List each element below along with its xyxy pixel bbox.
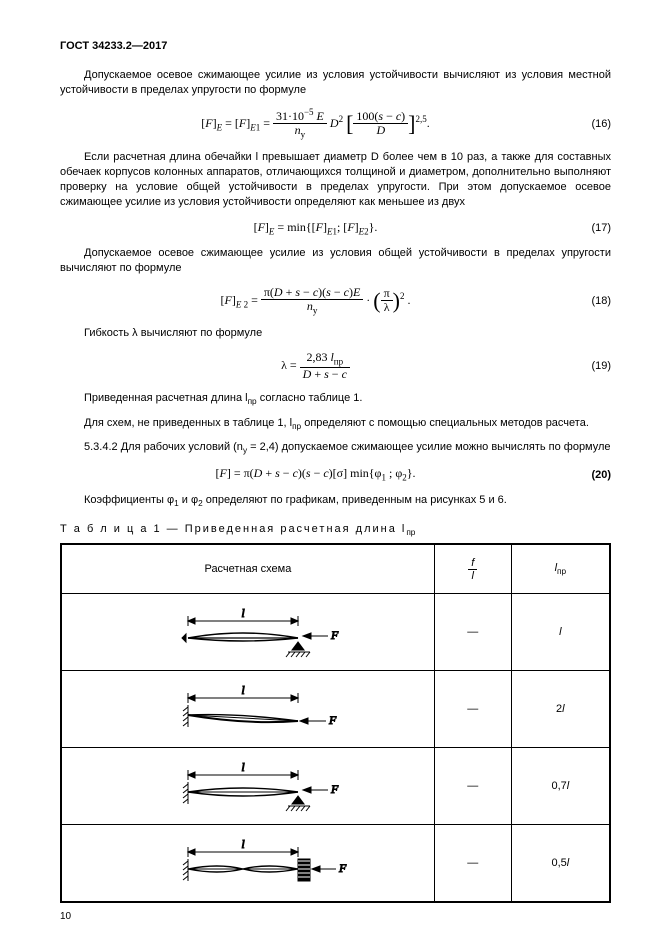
schema-3: l F bbox=[61, 748, 434, 825]
formula-19-num: (19) bbox=[571, 360, 611, 372]
para-4: Гибкость λ вычисляют по формуле bbox=[60, 326, 611, 341]
para-1: Допускаемое осевое сжимающее усилие из у… bbox=[60, 68, 611, 98]
r1c3: l bbox=[511, 594, 610, 671]
schema-2: l F bbox=[61, 671, 434, 748]
formula-20: [F] = π(D + s − c)(s − c)[σ] min{φ1 ; φ2… bbox=[60, 466, 611, 482]
r3c3: 0,7l bbox=[511, 748, 610, 825]
table-1: Расчетная схема fl lпр l bbox=[60, 543, 611, 903]
svg-text:F: F bbox=[338, 861, 347, 875]
formula-19: λ = 2,83 lпрD + s − c (19) bbox=[60, 351, 611, 381]
r4c2: — bbox=[434, 825, 511, 903]
svg-text:F: F bbox=[330, 782, 339, 796]
svg-text:l: l bbox=[241, 760, 245, 774]
formula-18-num: (18) bbox=[571, 295, 611, 307]
svg-text:F: F bbox=[330, 628, 339, 642]
formula-17-num: (17) bbox=[571, 222, 611, 234]
svg-text:l: l bbox=[241, 606, 245, 620]
formula-16: [F]E = [F]E1 = 31·10−5 Eny D2 [100(s − c… bbox=[60, 108, 611, 140]
r2c2: — bbox=[434, 671, 511, 748]
formula-17: [F]E = min{[F]E1; [F]E2}. (17) bbox=[60, 220, 611, 236]
para-8: Коэффициенты φ1 и φ2 определяют по графи… bbox=[60, 493, 611, 509]
th-schema: Расчетная схема bbox=[61, 544, 434, 594]
r3c2: — bbox=[434, 748, 511, 825]
th-ratio: fl bbox=[434, 544, 511, 594]
para-6: Для схем, не приведенных в таблице 1, lп… bbox=[60, 416, 611, 432]
formula-16-num: (16) bbox=[571, 118, 611, 130]
para-2: Если расчетная длина обечайки l превышае… bbox=[60, 150, 611, 209]
formula-18: [F]E 2 = π(D + s − c)(s − c)Eny · (πλ)2 … bbox=[60, 286, 611, 316]
table-row: l F — 0,5l bbox=[61, 825, 610, 903]
svg-text:F: F bbox=[328, 713, 337, 727]
para-7: 5.3.4.2 Для рабочих условий (ny = 2,4) д… bbox=[60, 440, 611, 456]
schema-4: l F bbox=[61, 825, 434, 903]
table-caption: Т а б л и ц а 1 — Приведенная расчетная … bbox=[60, 523, 611, 537]
para-5: Приведенная расчетная длина lпр согласно… bbox=[60, 391, 611, 407]
th-lpr: lпр bbox=[511, 544, 610, 594]
r1c2: — bbox=[434, 594, 511, 671]
doc-header: ГОСТ 34233.2—2017 bbox=[60, 40, 611, 52]
schema-1: l F bbox=[61, 594, 434, 671]
r2c3: 2l bbox=[511, 671, 610, 748]
formula-20-num: (20) bbox=[571, 469, 611, 481]
table-row: l F — 0,7l bbox=[61, 748, 610, 825]
para-3: Допускаемое осевое сжимающее усилие из у… bbox=[60, 246, 611, 276]
page-number: 10 bbox=[60, 911, 611, 922]
r4c3: 0,5l bbox=[511, 825, 610, 903]
table-row: l F — l bbox=[61, 594, 610, 671]
table-row: l F — 2l bbox=[61, 671, 610, 748]
svg-text:l: l bbox=[241, 837, 245, 851]
svg-text:l: l bbox=[241, 683, 245, 697]
